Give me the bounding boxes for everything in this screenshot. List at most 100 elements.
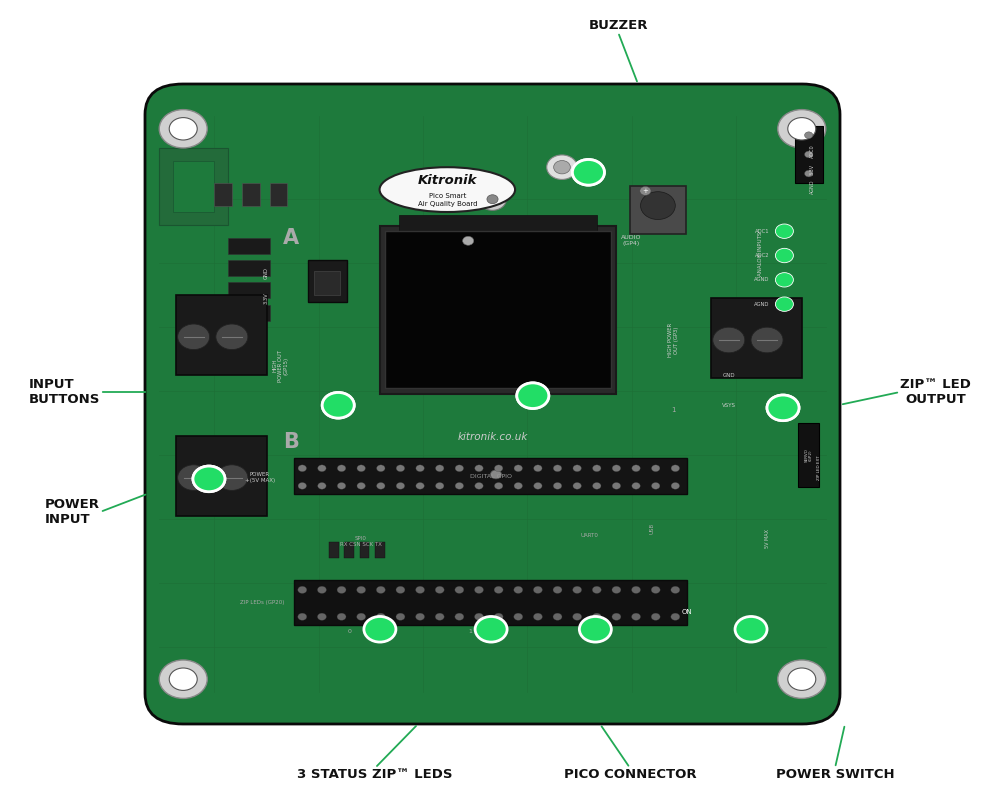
Circle shape bbox=[318, 465, 326, 472]
Circle shape bbox=[494, 465, 503, 472]
Circle shape bbox=[805, 151, 813, 158]
Bar bbox=[176, 436, 267, 516]
Circle shape bbox=[416, 613, 425, 620]
Circle shape bbox=[337, 482, 346, 490]
Circle shape bbox=[396, 465, 405, 472]
Bar bbox=[344, 542, 354, 558]
Circle shape bbox=[553, 465, 562, 472]
Bar bbox=[399, 215, 597, 231]
Bar bbox=[176, 295, 267, 375]
Circle shape bbox=[775, 224, 793, 238]
Circle shape bbox=[435, 613, 444, 620]
Bar bbox=[173, 161, 214, 212]
Circle shape bbox=[318, 482, 326, 490]
Circle shape bbox=[612, 586, 621, 594]
Circle shape bbox=[169, 668, 197, 690]
Text: AGND: AGND bbox=[754, 278, 769, 282]
Circle shape bbox=[641, 192, 675, 219]
Text: Kitronik: Kitronik bbox=[418, 174, 477, 186]
Circle shape bbox=[337, 465, 346, 472]
Circle shape bbox=[216, 324, 248, 350]
Circle shape bbox=[767, 395, 799, 421]
Circle shape bbox=[651, 613, 660, 620]
Circle shape bbox=[357, 586, 366, 594]
Circle shape bbox=[298, 586, 307, 594]
Circle shape bbox=[533, 613, 542, 620]
Circle shape bbox=[775, 273, 793, 287]
Text: ZIP™ LED
OUTPUT: ZIP™ LED OUTPUT bbox=[900, 378, 971, 406]
Circle shape bbox=[455, 586, 464, 594]
Text: ADC1: ADC1 bbox=[755, 229, 769, 234]
Circle shape bbox=[377, 482, 385, 490]
Circle shape bbox=[640, 186, 651, 195]
Text: B: B bbox=[283, 432, 299, 452]
Circle shape bbox=[416, 465, 424, 472]
Bar bbox=[798, 423, 819, 487]
Text: HIGH POWER
OUT (GP3): HIGH POWER OUT (GP3) bbox=[668, 323, 679, 357]
Text: AGND: AGND bbox=[810, 180, 815, 194]
Text: BUZZER: BUZZER bbox=[588, 19, 648, 32]
Bar bbox=[314, 271, 340, 295]
Text: POWER SWITCH: POWER SWITCH bbox=[776, 768, 894, 781]
Text: 5V MAX: 5V MAX bbox=[765, 529, 770, 548]
Circle shape bbox=[416, 482, 424, 490]
Bar bbox=[329, 542, 339, 558]
Circle shape bbox=[671, 586, 680, 594]
Circle shape bbox=[517, 383, 549, 409]
FancyBboxPatch shape bbox=[145, 84, 840, 724]
Circle shape bbox=[671, 465, 680, 472]
Circle shape bbox=[436, 465, 444, 472]
Circle shape bbox=[475, 617, 507, 642]
Circle shape bbox=[592, 586, 601, 594]
Circle shape bbox=[479, 188, 506, 210]
Circle shape bbox=[482, 463, 510, 486]
Text: HIGH
POWER OUT
(GP15): HIGH POWER OUT (GP15) bbox=[272, 350, 289, 382]
Bar bbox=[159, 148, 228, 225]
Circle shape bbox=[178, 465, 210, 490]
Bar bbox=[630, 186, 686, 234]
Circle shape bbox=[632, 586, 641, 594]
Circle shape bbox=[572, 159, 604, 185]
Circle shape bbox=[456, 230, 481, 251]
Circle shape bbox=[317, 613, 326, 620]
Circle shape bbox=[579, 617, 611, 642]
Text: 1: 1 bbox=[468, 629, 472, 634]
Text: ZIP LED EXT: ZIP LED EXT bbox=[817, 456, 821, 480]
Text: 3.3V: 3.3V bbox=[264, 293, 269, 304]
Text: kitronik.co.uk: kitronik.co.uk bbox=[457, 432, 528, 442]
Circle shape bbox=[553, 482, 562, 490]
Circle shape bbox=[337, 586, 346, 594]
Bar bbox=[375, 542, 385, 558]
Circle shape bbox=[396, 586, 405, 594]
Bar bbox=[228, 305, 270, 321]
Circle shape bbox=[592, 613, 601, 620]
Text: 3.3V: 3.3V bbox=[810, 163, 815, 174]
Circle shape bbox=[475, 465, 483, 472]
Circle shape bbox=[775, 248, 793, 262]
Circle shape bbox=[494, 613, 503, 620]
Circle shape bbox=[298, 482, 306, 490]
Circle shape bbox=[514, 586, 523, 594]
Text: 1: 1 bbox=[671, 407, 675, 414]
Text: POWER
INPUT: POWER INPUT bbox=[45, 498, 100, 526]
Text: 2: 2 bbox=[586, 629, 590, 634]
Circle shape bbox=[632, 482, 640, 490]
Circle shape bbox=[396, 613, 405, 620]
Circle shape bbox=[778, 660, 826, 698]
Circle shape bbox=[376, 613, 385, 620]
Bar bbox=[385, 231, 611, 388]
Bar bbox=[294, 580, 687, 625]
Bar bbox=[214, 183, 232, 206]
Circle shape bbox=[396, 482, 405, 490]
Circle shape bbox=[357, 465, 365, 472]
Circle shape bbox=[632, 465, 640, 472]
Circle shape bbox=[494, 482, 503, 490]
Circle shape bbox=[651, 465, 660, 472]
Circle shape bbox=[216, 465, 248, 490]
Text: ANALOG INPUTS: ANALOG INPUTS bbox=[758, 231, 763, 276]
Text: INPUT
BUTTONS: INPUT BUTTONS bbox=[29, 378, 100, 406]
Circle shape bbox=[514, 613, 523, 620]
Text: USB: USB bbox=[650, 523, 655, 534]
Circle shape bbox=[713, 327, 745, 353]
Circle shape bbox=[788, 118, 816, 140]
